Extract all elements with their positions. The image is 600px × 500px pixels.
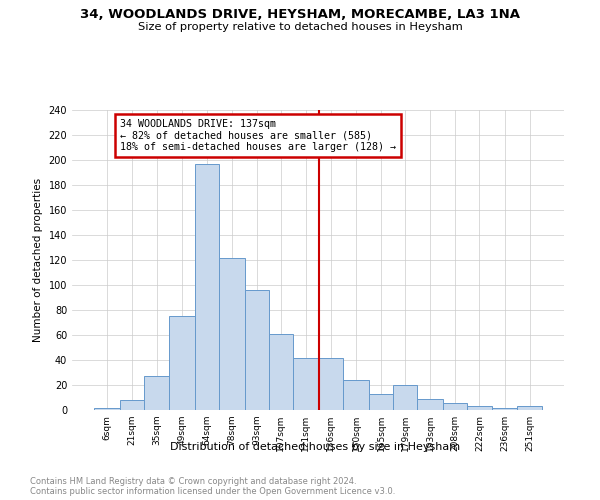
Bar xyxy=(369,394,393,410)
Text: 34 WOODLANDS DRIVE: 137sqm
← 82% of detached houses are smaller (585)
18% of sem: 34 WOODLANDS DRIVE: 137sqm ← 82% of deta… xyxy=(120,118,396,152)
Bar xyxy=(169,316,194,410)
Bar xyxy=(443,402,467,410)
Bar xyxy=(417,399,443,410)
Text: Contains HM Land Registry data © Crown copyright and database right 2024.: Contains HM Land Registry data © Crown c… xyxy=(30,478,356,486)
Bar xyxy=(219,258,245,410)
Bar xyxy=(319,358,343,410)
Bar xyxy=(194,164,219,410)
Bar xyxy=(491,408,517,410)
Bar xyxy=(467,406,491,410)
Bar xyxy=(393,385,417,410)
Text: Size of property relative to detached houses in Heysham: Size of property relative to detached ho… xyxy=(137,22,463,32)
Text: 34, WOODLANDS DRIVE, HEYSHAM, MORECAMBE, LA3 1NA: 34, WOODLANDS DRIVE, HEYSHAM, MORECAMBE,… xyxy=(80,8,520,20)
Bar xyxy=(269,334,293,410)
Text: Distribution of detached houses by size in Heysham: Distribution of detached houses by size … xyxy=(170,442,460,452)
Bar xyxy=(145,376,169,410)
Text: Contains public sector information licensed under the Open Government Licence v3: Contains public sector information licen… xyxy=(30,488,395,496)
Bar xyxy=(517,406,542,410)
Bar xyxy=(343,380,369,410)
Bar xyxy=(94,408,120,410)
Bar xyxy=(120,400,145,410)
Bar xyxy=(245,290,269,410)
Bar xyxy=(293,358,319,410)
Y-axis label: Number of detached properties: Number of detached properties xyxy=(33,178,43,342)
